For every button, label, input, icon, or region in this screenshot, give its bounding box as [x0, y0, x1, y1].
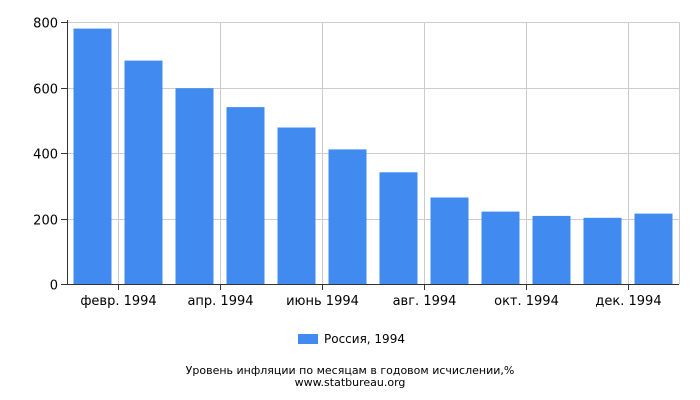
legend-swatch	[298, 334, 318, 344]
bar-3	[175, 88, 214, 284]
x-tick-label: дек. 1994	[595, 294, 661, 309]
y-tick-label: 200	[33, 214, 58, 229]
bar-7	[379, 172, 418, 284]
axes	[61, 20, 679, 285]
y-tick-label: 800	[33, 17, 58, 32]
bar-9	[481, 211, 520, 284]
bar-10	[532, 215, 571, 284]
chart-caption: Уровень инфляции по месяцам в годовом ис…	[185, 364, 515, 377]
bar-11	[583, 217, 622, 284]
y-tick-label: 400	[33, 148, 58, 163]
bar-series	[73, 28, 673, 284]
x-tick-label: февр. 1994	[80, 294, 156, 309]
bar-12	[634, 213, 673, 284]
bar-4	[226, 107, 265, 284]
grid-lines	[67, 22, 680, 284]
bar-5	[277, 127, 316, 284]
bar-6	[328, 149, 367, 284]
x-tick-label: окт. 1994	[494, 294, 559, 309]
x-tick-label: июнь 1994	[286, 294, 359, 309]
legend: Россия, 1994	[298, 332, 405, 346]
y-axis-ticks: 0 200 400 600 800	[33, 17, 67, 294]
legend-label: Россия, 1994	[324, 332, 405, 346]
x-axis-ticks: февр. 1994 апр. 1994 июнь 1994 авг. 1994 окт…	[80, 284, 662, 309]
bar-8	[430, 197, 469, 284]
source-link[interactable]: www.statbureau.org	[294, 376, 406, 389]
x-tick-label: апр. 1994	[187, 294, 253, 309]
x-tick-label: авг. 1994	[393, 294, 457, 309]
bar-1	[73, 28, 112, 284]
y-tick-label: 0	[50, 279, 58, 294]
bar-2	[124, 60, 163, 284]
y-tick-label: 600	[33, 83, 58, 98]
